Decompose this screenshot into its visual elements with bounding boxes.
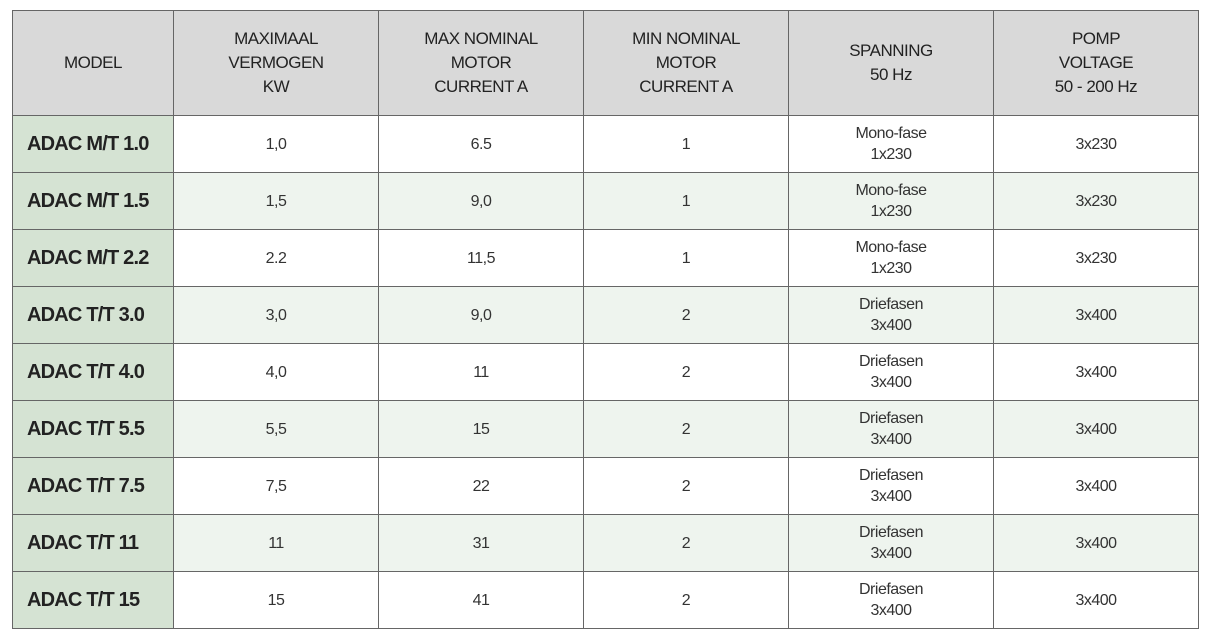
cell-line: 50 - 200 Hz (1054, 77, 1138, 96)
data-cell: 31 (379, 515, 584, 572)
data-cell: 1,5 (174, 173, 379, 230)
data-cell: 6.5 (379, 116, 584, 173)
cell-line: Driefasen (859, 353, 923, 370)
cell-line: CURRENT A (639, 77, 733, 96)
data-cell: 2.2 (174, 230, 379, 287)
cell-line: 3x400 (870, 602, 912, 619)
cell-line: SPANNING (849, 41, 933, 60)
header-cell: MAX NOMINAL MOTOR CURRENT A (379, 11, 584, 116)
cell-line: Mono-fase (855, 182, 927, 199)
cell-line: Driefasen (859, 467, 923, 484)
data-cell: Driefasen 3x400 (789, 344, 994, 401)
data-cell: 3x400 (994, 458, 1199, 515)
cell-line: 50 Hz (870, 65, 912, 84)
cell-line: 3x400 (870, 317, 912, 334)
model-cell: ADAC M/T 2.2 (13, 230, 174, 287)
model-cell: ADAC T/T 3.0 (13, 287, 174, 344)
model-cell: ADAC T/T 4.0 (13, 344, 174, 401)
cell-line: MIN NOMINAL (632, 29, 740, 48)
data-cell: 9,0 (379, 173, 584, 230)
data-cell: 1 (584, 116, 789, 173)
cell-line: Mono-fase (855, 239, 927, 256)
data-cell: Mono-fase 1x230 (789, 173, 994, 230)
model-cell: ADAC T/T 11 (13, 515, 174, 572)
data-cell: 11 (174, 515, 379, 572)
data-cell: 22 (379, 458, 584, 515)
header-cell: MIN NOMINAL MOTOR CURRENT A (584, 11, 789, 116)
cell-line: MOTOR (450, 53, 512, 72)
cell-line: Driefasen (859, 581, 923, 598)
data-cell: 7,5 (174, 458, 379, 515)
cell-line: MOTOR (655, 53, 717, 72)
cell-line: 3x400 (870, 488, 912, 505)
header-cell: MODEL (13, 11, 174, 116)
data-cell: 9,0 (379, 287, 584, 344)
data-cell: 1,0 (174, 116, 379, 173)
data-cell: 3,0 (174, 287, 379, 344)
header-cell: MAXIMAAL VERMOGEN KW (174, 11, 379, 116)
cell-line: VOLTAGE (1058, 53, 1134, 72)
cell-line: 1x230 (870, 146, 912, 163)
model-cell: ADAC T/T 15 (13, 572, 174, 629)
data-cell: 15 (379, 401, 584, 458)
data-cell: 3x400 (994, 344, 1199, 401)
data-cell: 11,5 (379, 230, 584, 287)
header-cell: POMP VOLTAGE 50 - 200 Hz (994, 11, 1199, 116)
cell-line: Driefasen (859, 296, 923, 313)
data-cell: Driefasen 3x400 (789, 401, 994, 458)
cell-line: Driefasen (859, 410, 923, 427)
cell-line: 1x230 (870, 203, 912, 220)
data-cell: 3x400 (994, 287, 1199, 344)
data-cell: 11 (379, 344, 584, 401)
data-cell: 4,0 (174, 344, 379, 401)
data-cell: 2 (584, 344, 789, 401)
data-cell: 1 (584, 173, 789, 230)
data-cell: 5,5 (174, 401, 379, 458)
cell-line: VERMOGEN (228, 53, 324, 72)
cell-line: Driefasen (859, 524, 923, 541)
cell-line: 1x230 (870, 260, 912, 277)
data-cell: 3x400 (994, 515, 1199, 572)
data-cell: 3x400 (994, 401, 1199, 458)
data-cell: 3x400 (994, 572, 1199, 629)
data-cell: Mono-fase 1x230 (789, 230, 994, 287)
cell-line: MODEL (64, 53, 122, 72)
data-cell: 2 (584, 515, 789, 572)
cell-line: Mono-fase (855, 125, 927, 142)
cell-line: 3x400 (870, 545, 912, 562)
data-cell: 2 (584, 287, 789, 344)
data-cell: Driefasen 3x400 (789, 287, 994, 344)
data-cell: Driefasen 3x400 (789, 515, 994, 572)
cell-line: CURRENT A (434, 77, 528, 96)
model-cell: ADAC T/T 7.5 (13, 458, 174, 515)
data-cell: Driefasen 3x400 (789, 458, 994, 515)
data-cell: 2 (584, 572, 789, 629)
data-cell: Driefasen 3x400 (789, 572, 994, 629)
data-cell: 3x230 (994, 230, 1199, 287)
data-cell: 3x230 (994, 116, 1199, 173)
cell-line: 3x400 (870, 431, 912, 448)
data-cell: 15 (174, 572, 379, 629)
data-cell: 2 (584, 458, 789, 515)
data-cell: Mono-fase 1x230 (789, 116, 994, 173)
model-cell: ADAC M/T 1.0 (13, 116, 174, 173)
spec-table: MODEL MAXIMAAL VERMOGEN KW MAX NOMINAL MOTOR C… (12, 10, 1199, 629)
data-cell: 41 (379, 572, 584, 629)
data-cell: 1 (584, 230, 789, 287)
header-cell: SPANNING 50 Hz (789, 11, 994, 116)
data-cell: 2 (584, 401, 789, 458)
cell-line: MAX NOMINAL (424, 29, 538, 48)
model-cell: ADAC T/T 5.5 (13, 401, 174, 458)
cell-line: POMP (1071, 29, 1121, 48)
model-cell: ADAC M/T 1.5 (13, 173, 174, 230)
cell-line: KW (262, 77, 290, 96)
cell-line: 3x400 (870, 374, 912, 391)
cell-line: MAXIMAAL (234, 29, 318, 48)
data-cell: 3x230 (994, 173, 1199, 230)
